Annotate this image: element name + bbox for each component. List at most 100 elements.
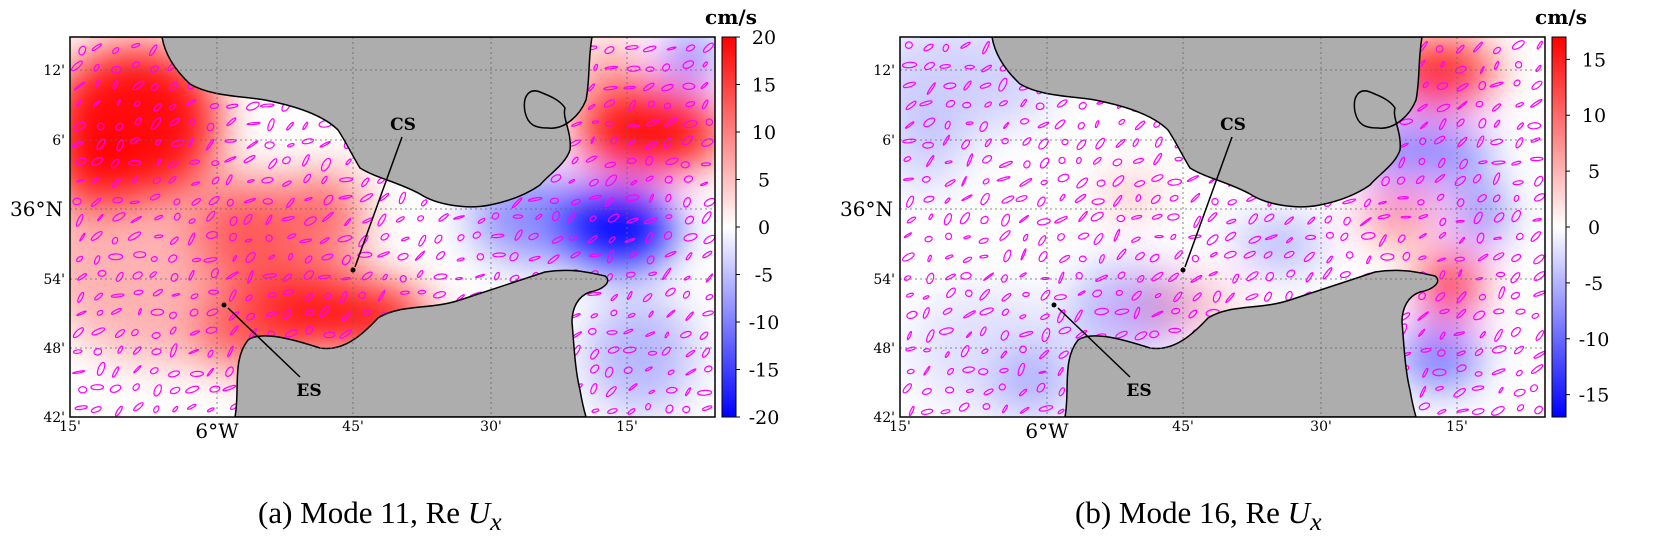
current-ellipse — [665, 404, 674, 414]
current-ellipse — [903, 232, 913, 239]
current-ellipse — [1473, 211, 1483, 225]
current-ellipse — [1437, 408, 1447, 415]
current-ellipse — [1477, 253, 1489, 262]
current-ellipse — [491, 233, 505, 239]
current-ellipse — [321, 175, 328, 185]
current-ellipse — [625, 194, 640, 202]
current-ellipse — [76, 99, 82, 107]
current-ellipse — [960, 345, 970, 358]
current-ellipse — [169, 386, 181, 395]
current-ellipse — [265, 214, 273, 226]
current-ellipse — [151, 348, 162, 356]
current-ellipse — [150, 256, 158, 262]
current-ellipse — [1418, 157, 1426, 166]
current-ellipse — [1154, 234, 1164, 239]
current-ellipse — [1035, 102, 1045, 111]
current-ellipse — [1090, 211, 1104, 222]
current-ellipse — [1510, 272, 1521, 284]
current-ellipse — [1078, 101, 1087, 110]
current-ellipse — [400, 236, 410, 242]
colorbar-tick-label: 15 — [752, 75, 776, 97]
current-ellipse — [358, 234, 369, 248]
current-ellipse — [901, 61, 918, 69]
current-ellipse — [610, 136, 618, 145]
current-ellipse — [1511, 209, 1522, 223]
current-ellipse — [1131, 290, 1142, 301]
field-blob-11 — [1420, 255, 1480, 315]
current-ellipse — [570, 198, 581, 206]
current-ellipse — [91, 327, 106, 336]
current-ellipse — [382, 273, 388, 281]
current-ellipse — [568, 178, 576, 184]
current-ellipse — [906, 368, 915, 375]
current-ellipse — [1436, 193, 1445, 201]
current-ellipse — [527, 196, 543, 202]
caption-b: (b) Mode 16, Re Ux — [1075, 495, 1322, 537]
current-ellipse — [701, 211, 712, 224]
current-ellipse — [96, 361, 106, 376]
current-ellipse — [646, 119, 660, 127]
current-ellipse — [666, 309, 676, 318]
current-ellipse — [963, 80, 972, 91]
current-ellipse — [1433, 135, 1446, 145]
current-ellipse — [137, 307, 142, 316]
current-ellipse — [1340, 232, 1349, 242]
land-north — [920, 37, 1423, 208]
current-ellipse — [606, 250, 615, 264]
current-ellipse — [324, 292, 332, 300]
map-frame — [69, 36, 716, 418]
current-ellipse — [905, 292, 914, 298]
current-ellipse — [908, 405, 915, 417]
current-ellipse — [78, 45, 87, 56]
current-ellipse — [133, 100, 141, 107]
current-ellipse — [206, 407, 215, 413]
current-ellipse — [1001, 137, 1009, 145]
current-ellipse — [528, 232, 539, 241]
current-ellipse — [399, 275, 407, 283]
current-ellipse — [188, 118, 196, 126]
current-ellipse — [627, 124, 640, 128]
current-ellipse — [593, 63, 599, 71]
current-ellipse — [1206, 234, 1219, 246]
current-ellipse — [512, 214, 524, 219]
current-ellipse — [225, 103, 239, 109]
lat-label: 54' — [43, 272, 65, 288]
current-ellipse — [302, 154, 310, 167]
current-ellipse — [1112, 158, 1123, 167]
current-ellipse — [1036, 218, 1051, 226]
current-ellipse — [1017, 362, 1026, 377]
current-ellipse — [663, 137, 673, 149]
current-ellipse — [377, 213, 387, 227]
current-ellipse — [244, 238, 253, 243]
es-label: ES — [296, 381, 321, 401]
current-ellipse — [605, 174, 618, 187]
current-ellipse — [1061, 138, 1069, 146]
current-ellipse — [683, 120, 698, 129]
current-ellipse — [922, 141, 934, 149]
current-ellipse — [966, 153, 974, 167]
current-ellipse — [1188, 309, 1198, 319]
current-ellipse — [1056, 99, 1068, 108]
current-ellipse — [305, 325, 314, 335]
current-ellipse — [644, 141, 659, 150]
current-ellipse — [1343, 216, 1351, 226]
current-ellipse — [1207, 212, 1218, 223]
colorbar-tick-label: 15 — [1582, 49, 1606, 71]
current-ellipse — [264, 141, 275, 149]
current-ellipse — [604, 366, 614, 378]
current-ellipse — [132, 80, 145, 91]
current-ellipse — [95, 79, 101, 87]
current-ellipse — [75, 157, 87, 165]
current-ellipse — [684, 215, 695, 225]
current-ellipse — [1511, 40, 1525, 50]
current-ellipse — [926, 329, 935, 343]
current-ellipse — [132, 383, 140, 391]
current-ellipse — [246, 179, 255, 183]
current-ellipse — [622, 346, 637, 354]
current-ellipse — [982, 403, 991, 410]
current-ellipse — [1057, 309, 1066, 324]
current-ellipse — [211, 160, 220, 167]
current-ellipse — [243, 154, 256, 164]
current-ellipse — [229, 325, 239, 336]
current-ellipse — [905, 100, 917, 111]
